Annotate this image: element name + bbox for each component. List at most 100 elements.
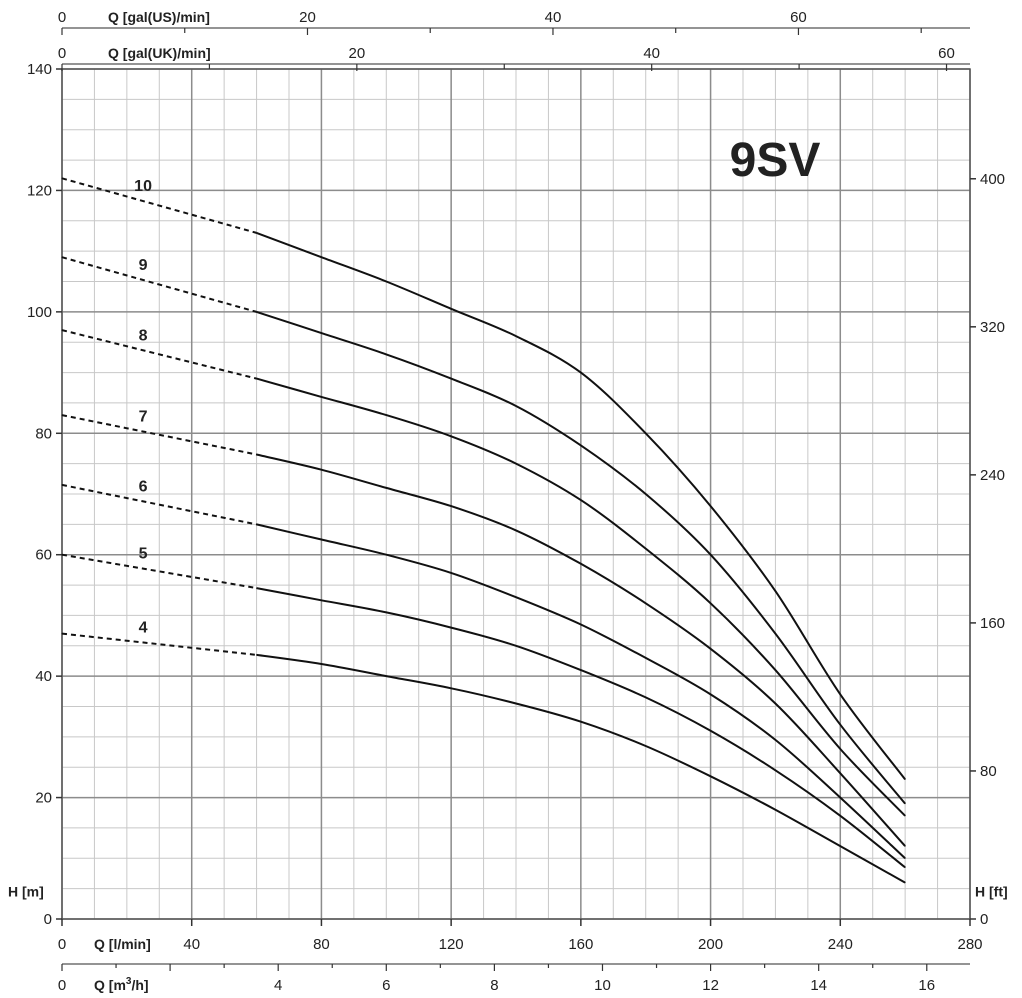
- m3h-tick-label: 0: [58, 977, 66, 994]
- curve-7-point: [580, 563, 582, 565]
- curve-8-point: [515, 463, 517, 465]
- axes: [56, 27, 976, 971]
- curve-8-point: [645, 548, 647, 550]
- curve-8: [61, 329, 906, 817]
- curve-9-point: [450, 378, 452, 380]
- x-tick-label: 240: [828, 936, 853, 953]
- curve-9-solid: [256, 310, 906, 805]
- curve-4-point: [710, 775, 712, 777]
- curve-4: [61, 632, 906, 884]
- y-tick-label: 140: [27, 61, 52, 78]
- curve-label-6: 6: [139, 478, 148, 495]
- gal-us-tick-label: 40: [545, 9, 562, 26]
- x-tick-label: 200: [698, 936, 723, 953]
- curve-8-point: [385, 414, 387, 416]
- curve-10-point: [645, 432, 647, 434]
- curve-8-point: [774, 669, 776, 671]
- curve-10: [61, 177, 906, 781]
- gal-us-axis-label: Q [gal(US)/min]: [108, 9, 210, 25]
- curve-label-10: 10: [134, 178, 152, 195]
- y2-tick-label: 0: [980, 911, 988, 928]
- grid: [61, 68, 971, 920]
- curve-9-dashed: [61, 256, 257, 313]
- curve-4-point: [320, 663, 322, 665]
- curve-4-point: [774, 809, 776, 811]
- x-tick-label: 40: [183, 936, 200, 953]
- curve-10-point: [61, 177, 63, 179]
- curve-4-point: [839, 845, 841, 847]
- gal-us-tick-label: 60: [790, 9, 807, 26]
- curve-5-dashed: [61, 553, 257, 590]
- curve-6-point: [904, 857, 906, 859]
- x-axis-label: Q [l/min]: [94, 936, 151, 952]
- gal-uk-axis-label: Q [gal(UK)/min]: [108, 45, 211, 61]
- curve-10-point: [710, 505, 712, 507]
- curve-9-point: [839, 724, 841, 726]
- curve-5-point: [645, 696, 647, 698]
- curve-6-point: [710, 693, 712, 695]
- curve-9-point: [710, 554, 712, 556]
- y2-tick-label: 160: [980, 615, 1005, 632]
- plot-frame: [61, 68, 971, 920]
- curve-4-point: [904, 882, 906, 884]
- curve-5-point: [904, 866, 906, 868]
- curve-9-point: [320, 332, 322, 334]
- curve-9-point: [904, 803, 906, 805]
- y2-axis-label: H [ft]: [975, 884, 1008, 900]
- y-tick-label: 20: [35, 790, 52, 807]
- curve-10-point: [385, 281, 387, 282]
- curve-6-point: [515, 596, 517, 598]
- curve-10-point: [774, 590, 776, 592]
- curve-5-point: [256, 587, 258, 589]
- curve-9-point: [385, 353, 387, 355]
- curve-7-solid: [256, 453, 906, 847]
- curve-8-point: [320, 396, 322, 398]
- curve-4-point: [61, 633, 63, 635]
- curve-10-solid: [256, 231, 906, 781]
- curve-5-point: [774, 769, 776, 771]
- m3h-tick-label: 12: [702, 977, 719, 994]
- curve-8-point: [580, 499, 582, 501]
- gal-us-tick-label: 0: [58, 9, 66, 26]
- curve-6-point: [320, 539, 322, 541]
- curve-6: [61, 483, 906, 860]
- curve-6-point: [774, 739, 776, 741]
- curve-8-point: [904, 815, 906, 817]
- curve-7-point: [904, 845, 906, 847]
- curve-7: [61, 414, 906, 847]
- x-tick-label: 280: [957, 936, 982, 953]
- y-tick-label: 100: [27, 304, 52, 321]
- curve-4-point: [385, 675, 387, 677]
- curve-5-point: [839, 815, 841, 817]
- y-tick-label: 120: [27, 182, 52, 199]
- curve-6-dashed: [61, 483, 257, 526]
- curve-5-point: [580, 669, 582, 671]
- y2-tick-label: 400: [980, 171, 1005, 188]
- curve-7-point: [320, 469, 322, 471]
- curve-10-point: [256, 232, 258, 234]
- x-tick-label: 80: [313, 936, 330, 953]
- curve-10-point: [839, 693, 841, 695]
- curve-label-7: 7: [139, 409, 148, 426]
- curve-6-point: [385, 554, 387, 556]
- chart-title: 9SV: [730, 134, 821, 187]
- curve-10-point: [904, 778, 906, 780]
- curve-7-point: [839, 772, 841, 774]
- curve-7-point: [450, 505, 452, 507]
- curve-9-point: [515, 405, 517, 407]
- curve-5-point: [450, 627, 452, 629]
- curve-label-9: 9: [139, 257, 148, 274]
- curve-9-point: [256, 311, 258, 313]
- y2-tick-label: 240: [980, 467, 1005, 484]
- m3h-tick-label: 4: [274, 977, 282, 994]
- curve-6-point: [450, 572, 452, 574]
- gal-uk-tick-label: 20: [348, 45, 365, 62]
- curve-6-point: [61, 484, 63, 486]
- curve-7-point: [256, 454, 258, 456]
- curve-label-4: 4: [139, 619, 148, 636]
- curve-6-point: [580, 624, 582, 626]
- m3h-tick-label: 10: [594, 977, 611, 994]
- curve-10-point: [515, 335, 517, 337]
